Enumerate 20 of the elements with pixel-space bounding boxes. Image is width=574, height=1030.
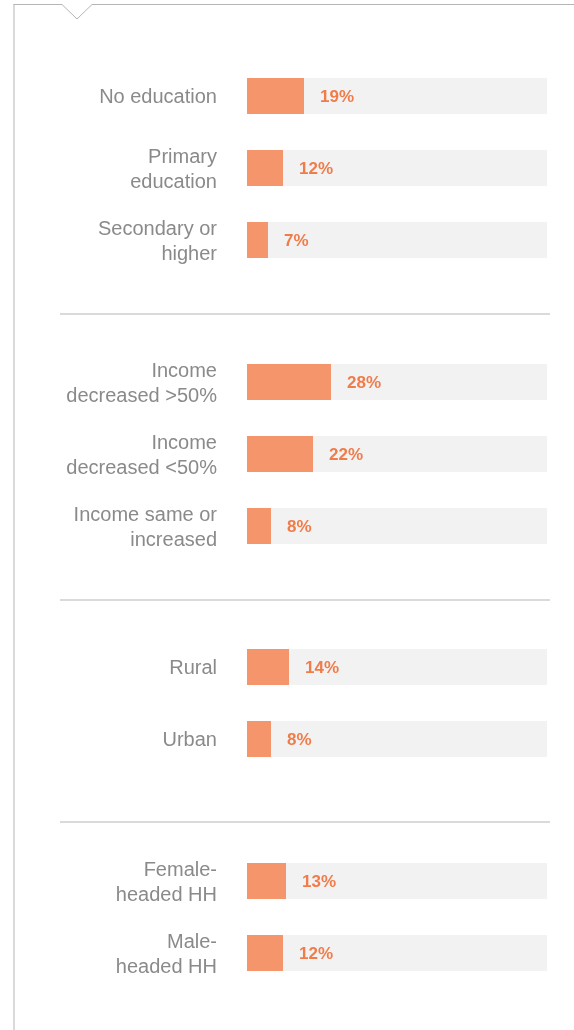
data-label: 7% (284, 231, 309, 250)
y-tick-label: Secondary or higher (98, 216, 218, 264)
data-label: 8% (287, 517, 312, 536)
data-label: 13% (302, 872, 337, 891)
data-label: 8% (287, 730, 312, 749)
data-label: 14% (305, 658, 340, 677)
y-tick-label: Income decreased <50% (66, 430, 218, 478)
y-tick-label: Female-headed HH (115, 857, 217, 905)
y-tick-label: No education (99, 85, 217, 107)
data-label: 22% (329, 445, 364, 464)
data-label: 12% (299, 944, 334, 963)
y-tick-label: Income decreased >50% (66, 358, 218, 406)
data-label: 12% (299, 159, 334, 178)
y-tick-label: Income same or increased (73, 502, 218, 550)
data-label: 28% (347, 373, 382, 392)
y-tick-label: Primary education (130, 144, 217, 192)
y-tick-label: Male-headed HH (115, 929, 217, 977)
y-tick-label: Urban (162, 728, 217, 750)
data-label: 19% (320, 87, 355, 106)
y-tick-label: Rural (169, 656, 217, 678)
